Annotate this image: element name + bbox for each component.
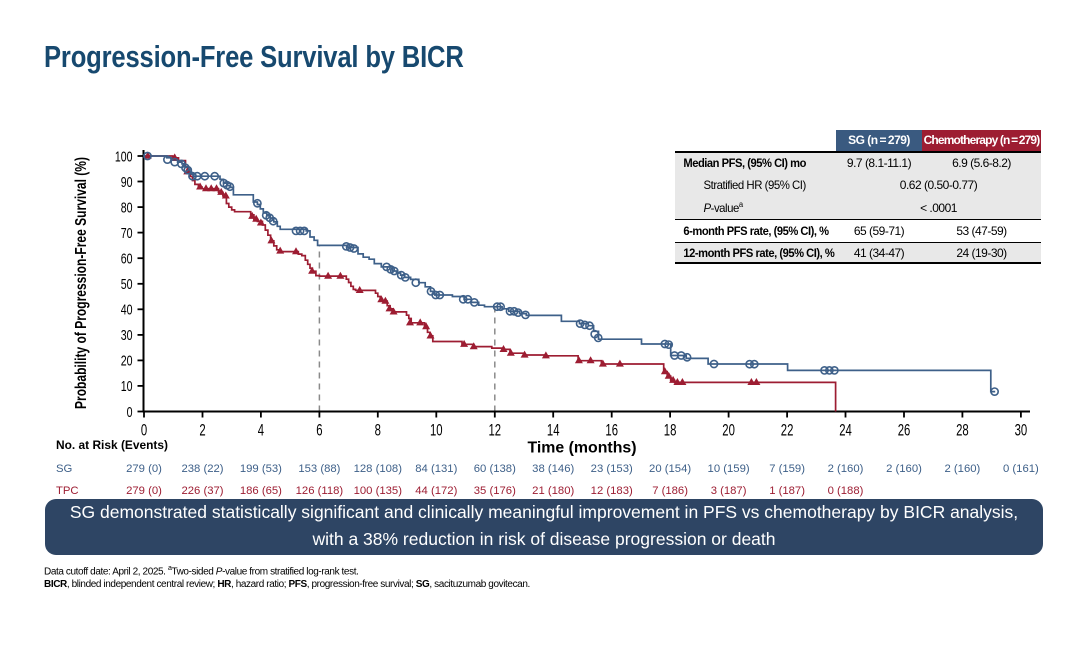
svg-text:126 (118): 126 (118) <box>296 485 344 497</box>
svg-text:2 (160): 2 (160) <box>828 463 864 475</box>
svg-text:35 (176): 35 (176) <box>474 485 516 497</box>
svg-text:4: 4 <box>258 422 264 440</box>
svg-text:10: 10 <box>430 422 443 440</box>
svg-text:26: 26 <box>898 422 911 440</box>
svg-text:38 (146): 38 (146) <box>532 463 574 475</box>
svg-text:12: 12 <box>489 422 502 440</box>
svg-text:0: 0 <box>141 422 147 440</box>
svg-text:226 (37): 226 (37) <box>181 485 223 497</box>
svg-text:0: 0 <box>127 404 133 421</box>
svg-text:2 (160): 2 (160) <box>886 463 922 475</box>
svg-text:SG: SG <box>56 463 72 475</box>
svg-text:10: 10 <box>121 378 133 395</box>
svg-text:28: 28 <box>956 422 969 440</box>
svg-text:Probability of Progression-Fre: Probability of Progression-Free Survival… <box>73 157 90 409</box>
svg-text:100 (135): 100 (135) <box>354 485 403 497</box>
svg-text:8: 8 <box>375 422 381 440</box>
svg-text:Time (months): Time (months) <box>528 440 637 457</box>
svg-text:50: 50 <box>121 276 133 293</box>
svg-text:7 (159): 7 (159) <box>769 463 805 475</box>
svg-text:23 (153): 23 (153) <box>591 463 633 475</box>
svg-text:44 (172): 44 (172) <box>415 485 457 497</box>
svg-text:2: 2 <box>199 422 205 440</box>
svg-text:153 (88): 153 (88) <box>298 463 340 475</box>
svg-text:20 (154): 20 (154) <box>649 463 691 475</box>
svg-text:279 (0): 279 (0) <box>126 463 162 475</box>
svg-text:12 (183): 12 (183) <box>591 485 633 497</box>
svg-text:128 (108): 128 (108) <box>354 463 403 475</box>
svg-text:30: 30 <box>121 327 133 344</box>
svg-text:14: 14 <box>547 422 560 440</box>
svg-text:30: 30 <box>1015 422 1028 440</box>
svg-text:24: 24 <box>839 422 852 440</box>
svg-text:199 (53): 199 (53) <box>240 463 282 475</box>
svg-text:186 (65): 186 (65) <box>240 485 282 497</box>
svg-text:7 (186): 7 (186) <box>652 485 688 497</box>
svg-text:6: 6 <box>316 422 322 440</box>
svg-text:100: 100 <box>115 148 133 165</box>
svg-text:No. at Risk (Events): No. at Risk (Events) <box>56 440 168 452</box>
svg-text:21 (180): 21 (180) <box>532 485 574 497</box>
svg-text:3 (187): 3 (187) <box>711 485 747 497</box>
svg-text:16: 16 <box>605 422 618 440</box>
svg-text:0 (188): 0 (188) <box>828 485 864 497</box>
svg-text:20: 20 <box>121 353 133 370</box>
svg-text:279 (0): 279 (0) <box>126 485 162 497</box>
svg-text:20: 20 <box>722 422 735 440</box>
svg-text:84 (131): 84 (131) <box>415 463 457 475</box>
svg-text:2 (160): 2 (160) <box>945 463 981 475</box>
svg-text:60: 60 <box>121 251 133 268</box>
svg-text:70: 70 <box>121 225 133 242</box>
svg-text:90: 90 <box>121 174 133 191</box>
svg-text:40: 40 <box>121 302 133 319</box>
svg-text:80: 80 <box>121 199 133 216</box>
svg-text:22: 22 <box>781 422 794 440</box>
svg-text:18: 18 <box>664 422 677 440</box>
svg-text:60 (138): 60 (138) <box>474 463 516 475</box>
svg-text:238 (22): 238 (22) <box>181 463 223 475</box>
svg-text:10 (159): 10 (159) <box>708 463 750 475</box>
svg-text:TPC: TPC <box>56 485 79 497</box>
svg-text:1 (187): 1 (187) <box>769 485 805 497</box>
svg-text:0 (161): 0 (161) <box>1003 463 1039 475</box>
